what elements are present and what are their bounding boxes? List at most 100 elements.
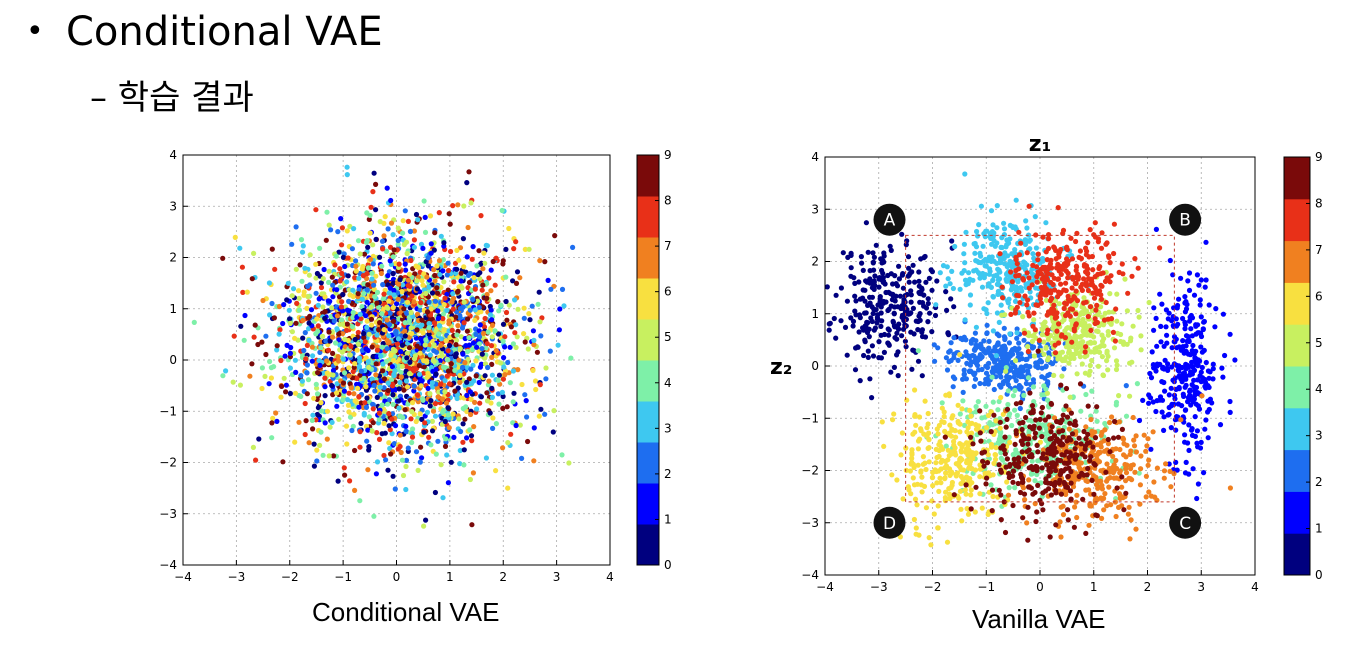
scatter-point bbox=[400, 230, 406, 236]
scatter-point bbox=[293, 320, 299, 326]
scatter-point bbox=[1059, 373, 1065, 379]
scatter-point bbox=[274, 418, 280, 424]
scatter-point bbox=[532, 378, 539, 384]
scatter-point bbox=[885, 307, 891, 314]
scatter-point bbox=[500, 338, 506, 344]
scatter-point bbox=[1116, 393, 1122, 399]
scatter-point bbox=[495, 391, 501, 397]
scatter-point bbox=[460, 236, 466, 242]
scatter-point bbox=[1043, 220, 1049, 226]
scatter-point bbox=[414, 278, 420, 284]
scatter-point bbox=[1014, 326, 1020, 332]
scatter-point bbox=[269, 435, 275, 441]
scatter-point bbox=[346, 409, 352, 415]
scatter-point bbox=[436, 210, 442, 216]
scatter-point bbox=[1047, 371, 1053, 377]
scatter-point bbox=[1006, 485, 1012, 491]
scatter-point bbox=[320, 304, 326, 310]
scatter-point bbox=[397, 277, 403, 283]
scatter-point bbox=[453, 314, 459, 320]
scatter-point bbox=[324, 358, 330, 364]
scatter-point bbox=[961, 372, 967, 378]
scatter-point bbox=[1203, 417, 1209, 423]
scatter-point bbox=[1189, 426, 1195, 432]
scatter-point bbox=[912, 429, 918, 435]
scatter-point bbox=[959, 406, 965, 412]
scatter-point bbox=[386, 322, 393, 328]
scatter-point bbox=[935, 503, 941, 509]
scatter-point bbox=[844, 298, 850, 304]
scatter-point bbox=[934, 480, 940, 486]
scatter-point bbox=[1164, 332, 1170, 338]
scatter-point bbox=[364, 438, 370, 444]
scatter-point bbox=[994, 240, 1000, 246]
scatter-point bbox=[379, 311, 385, 317]
scatter-point bbox=[425, 255, 431, 261]
scatter-point bbox=[425, 385, 431, 391]
scatter-point bbox=[419, 378, 425, 384]
scatter-point bbox=[483, 345, 489, 351]
scatter-point bbox=[301, 289, 307, 295]
scatter-point bbox=[867, 301, 873, 307]
scatter-point bbox=[431, 320, 438, 326]
scatter-point bbox=[566, 460, 572, 466]
scatter-point bbox=[373, 207, 379, 213]
scatter-point bbox=[322, 393, 328, 399]
scatter-point bbox=[420, 330, 426, 336]
scatter-point bbox=[1197, 358, 1203, 364]
scatter-point bbox=[379, 402, 385, 408]
scatter-point bbox=[824, 284, 830, 290]
scatter-point bbox=[992, 456, 999, 462]
scatter-point bbox=[356, 364, 362, 370]
scatter-point bbox=[475, 298, 481, 304]
scatter-point bbox=[1168, 425, 1174, 431]
scatter-point bbox=[330, 367, 337, 373]
scatter-point bbox=[336, 331, 342, 337]
scatter-point bbox=[1197, 297, 1203, 303]
scatter-point bbox=[376, 304, 382, 310]
scatter-point bbox=[965, 511, 972, 517]
scatter-point bbox=[939, 400, 945, 406]
scatter-point bbox=[303, 356, 309, 362]
scatter-point bbox=[355, 385, 361, 391]
scatter-point bbox=[443, 338, 449, 344]
scatter-point bbox=[926, 430, 932, 436]
scatter-point bbox=[309, 358, 315, 364]
scatter-point bbox=[377, 219, 383, 225]
scatter-point bbox=[1205, 435, 1211, 441]
scatter-point bbox=[977, 491, 983, 497]
scatter-point bbox=[409, 430, 415, 436]
scatter-point bbox=[431, 247, 437, 253]
scatter-point bbox=[296, 419, 302, 425]
scatter-point bbox=[1198, 344, 1204, 350]
scatter-point bbox=[1082, 309, 1088, 315]
scatter-point bbox=[876, 284, 882, 290]
scatter-point bbox=[428, 398, 434, 404]
scatter-point bbox=[989, 254, 995, 260]
scatter-point bbox=[314, 391, 321, 397]
scatter-point bbox=[433, 349, 440, 355]
scatter-point bbox=[471, 275, 477, 281]
scatter-point bbox=[385, 387, 391, 394]
scatter-point bbox=[486, 378, 492, 384]
scatter-point bbox=[271, 315, 277, 321]
scatter-point bbox=[474, 344, 480, 350]
scatter-point bbox=[302, 431, 308, 438]
scatter-point bbox=[1078, 408, 1084, 414]
scatter-point bbox=[889, 472, 895, 478]
scatter-point bbox=[995, 291, 1001, 297]
scatter-point bbox=[407, 359, 413, 365]
scatter-point bbox=[289, 329, 295, 335]
scatter-point bbox=[467, 307, 473, 313]
scatter-point bbox=[367, 212, 373, 218]
scatter-point bbox=[259, 365, 265, 371]
scatter-point bbox=[421, 429, 427, 435]
scatter-point bbox=[498, 302, 504, 308]
scatter-point bbox=[1061, 366, 1067, 372]
scatter-point bbox=[994, 310, 1000, 316]
scatter-point bbox=[1040, 422, 1046, 428]
scatter-point bbox=[366, 331, 372, 337]
scatter-point bbox=[1192, 433, 1198, 439]
scatter-point bbox=[948, 296, 954, 302]
scatter-point bbox=[317, 442, 323, 448]
